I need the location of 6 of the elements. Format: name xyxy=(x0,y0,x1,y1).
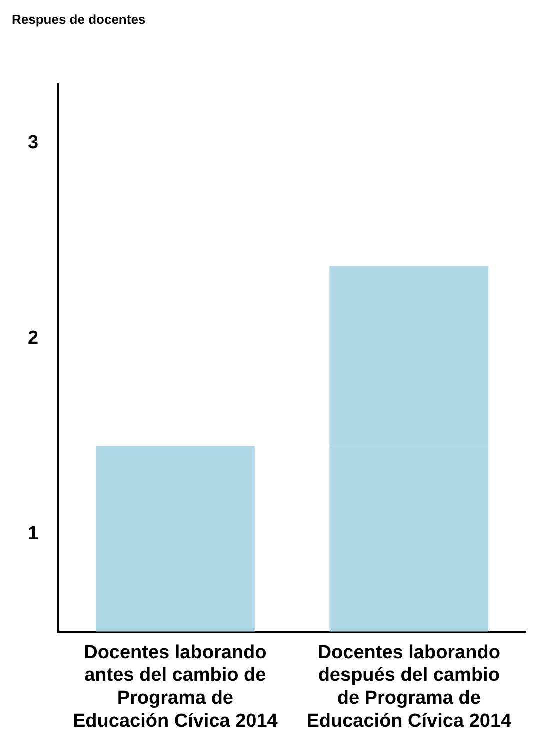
x-tick-label: Docentes laborando antes del cambio de Programa de Educación Cívica 2014 xyxy=(72,642,278,732)
y-axis-title: Respues de docentes xyxy=(12,12,146,27)
y-tick-label: 1 xyxy=(28,523,39,544)
y-tick-label: 3 xyxy=(28,132,39,154)
y-tick-label: 2 xyxy=(28,328,39,349)
x-tick-label: Docentes laborando después del cambio de Programa de Educación Cívica 2014 xyxy=(306,642,512,732)
